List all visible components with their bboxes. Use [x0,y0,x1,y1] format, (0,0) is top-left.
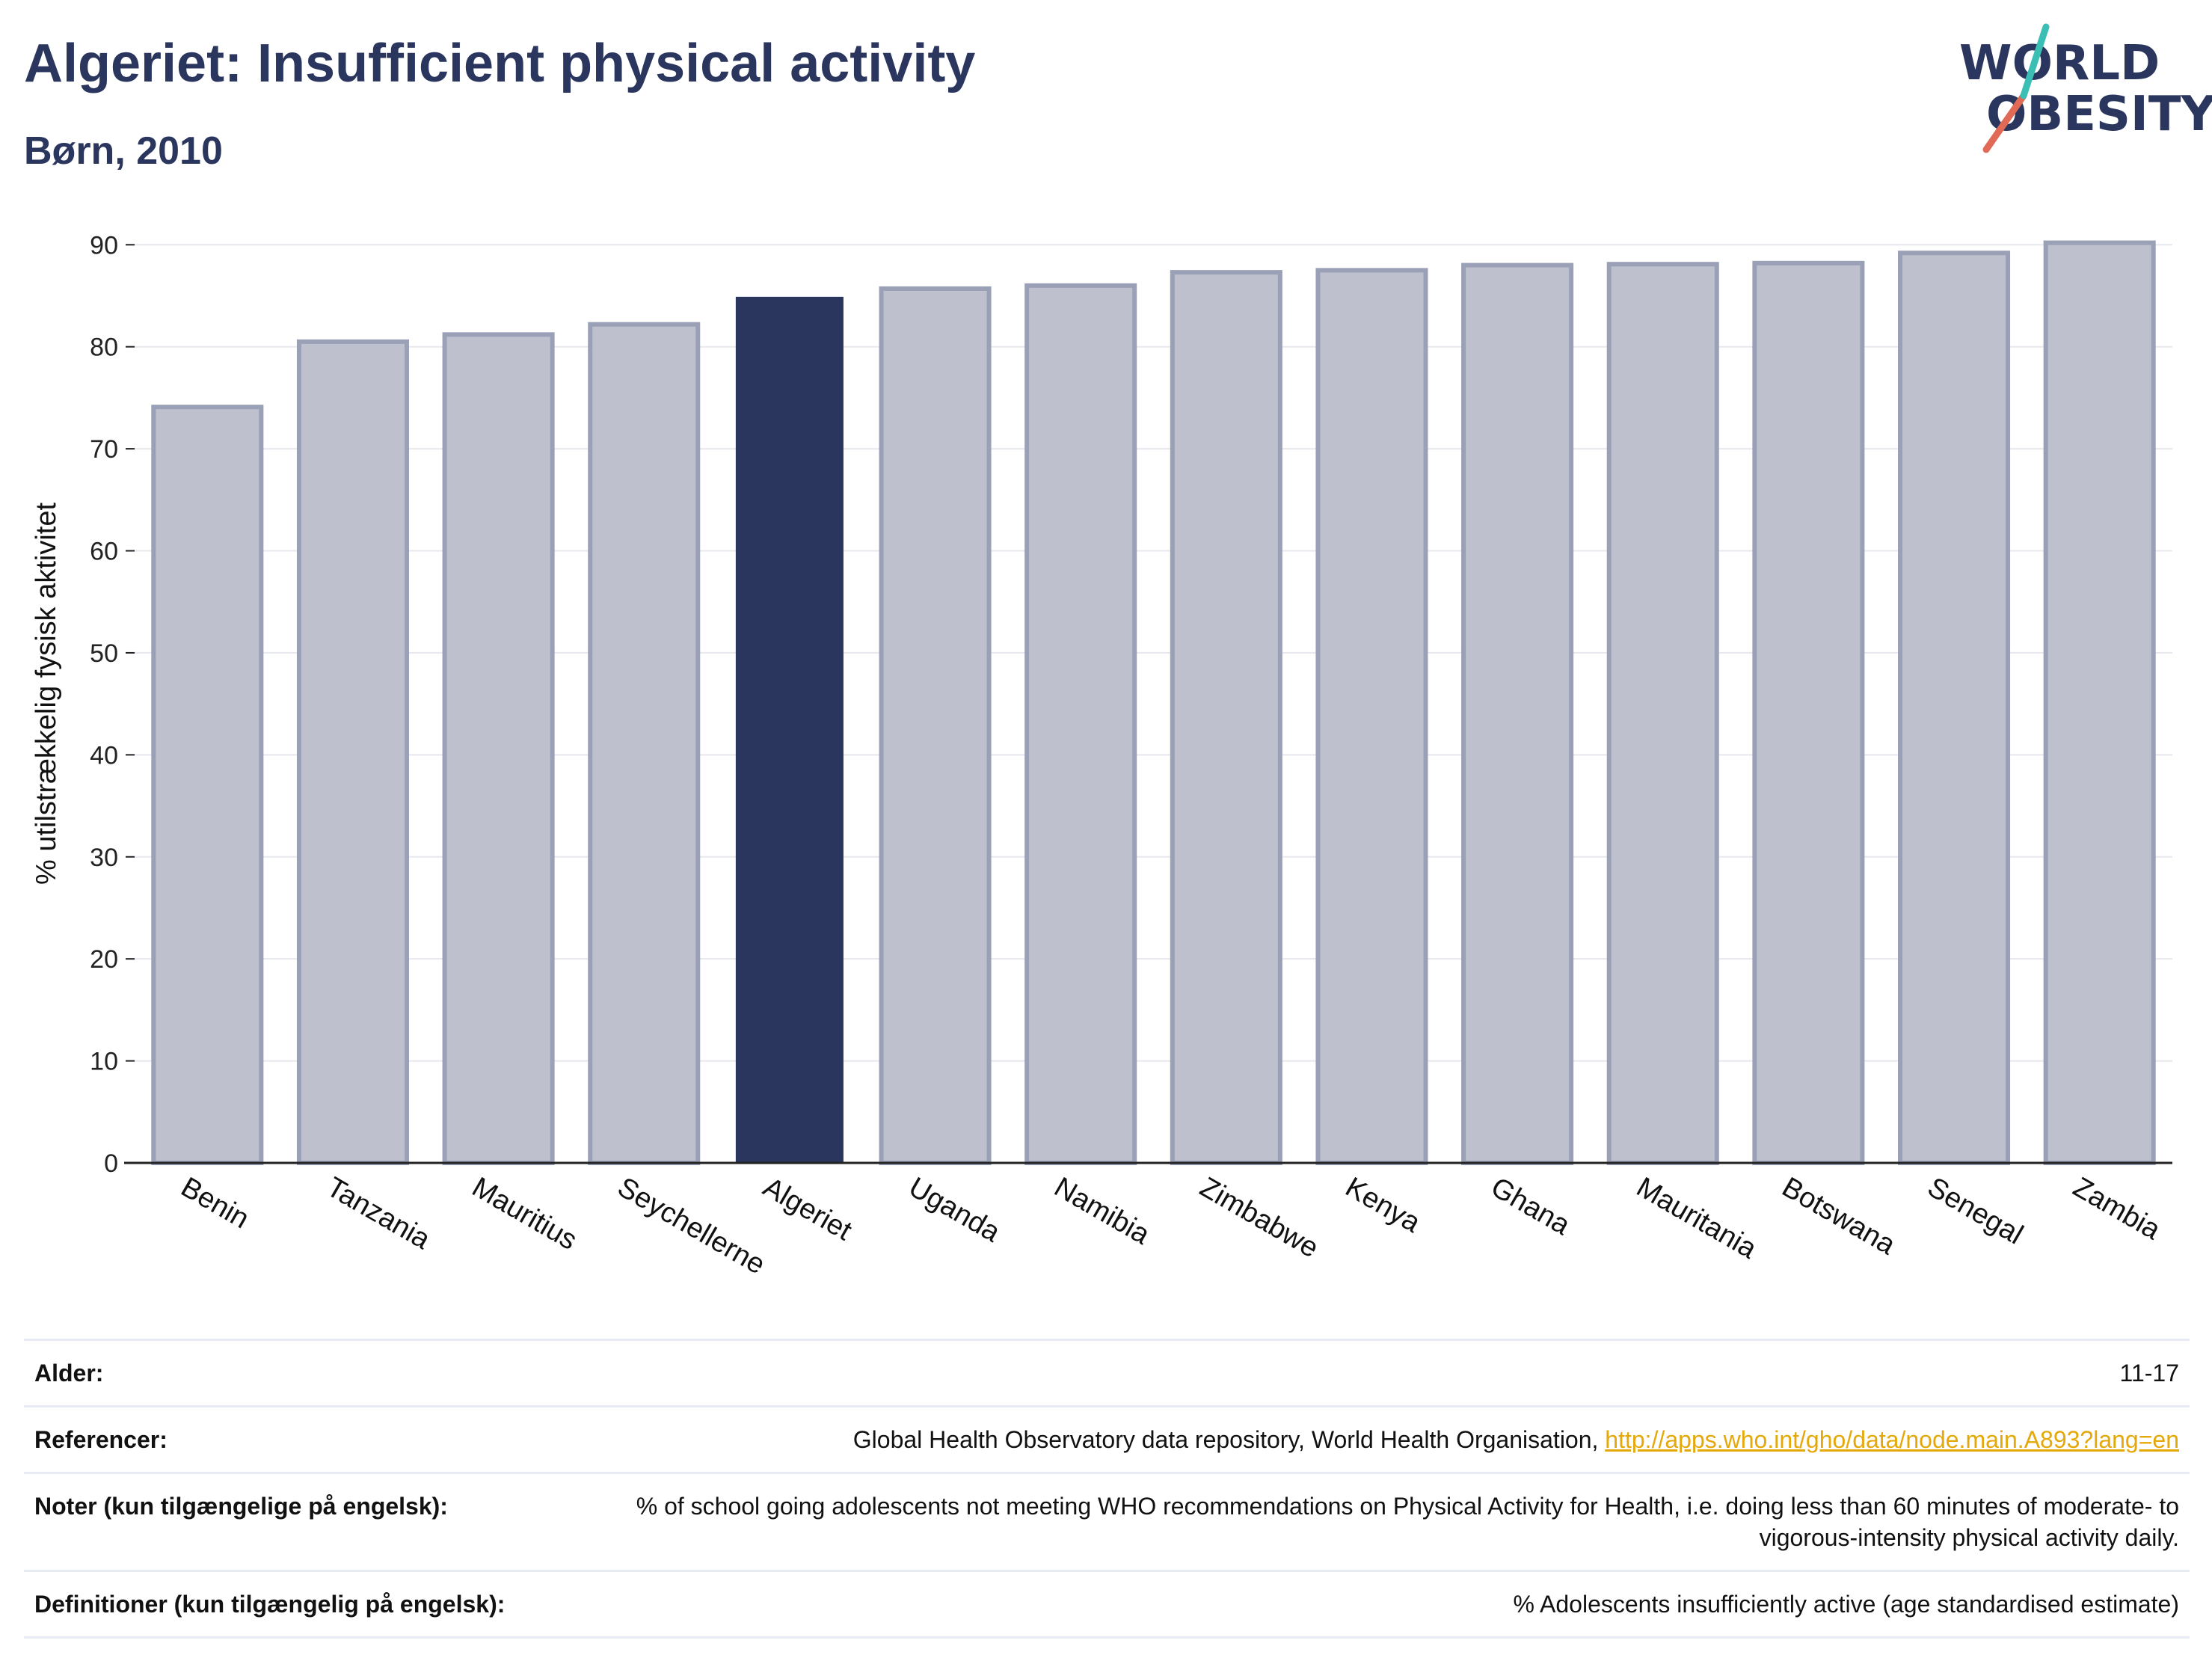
chart-title: Algeriet: Insufficient physical activity [24,34,976,93]
world-obesity-logo: WORLD OBESITY [1952,21,2212,163]
y-tick-label: 0 [104,1149,118,1178]
bar-uganda [879,286,992,1166]
x-tick-label: Zimbabwe [1194,1171,1324,1264]
meta-row-age: Alder: 11-17 [24,1339,2190,1405]
x-tick-label: Zambia [2068,1171,2166,1246]
x-tick-label: Namibia [1049,1171,1155,1250]
bar-mauritius [442,332,555,1166]
bar-namibia [1024,283,1137,1166]
bar-kenya [1315,268,1428,1166]
bar-tanzania [296,339,409,1165]
bar-zimbabwe [1170,270,1282,1165]
bar-chart: 0 10 20 30 40 50 60 70 80 90 % utilstrækkelig fysi… [31,231,2172,1281]
definitions-value: % Adolescents insufficiently active (age… [1513,1591,2179,1618]
x-tick-label: Benin [176,1171,254,1235]
x-tick-label: Ghana [1486,1171,1576,1241]
y-tick-label: 70 [90,435,118,464]
bar-algeriet [735,296,844,1163]
bar-botswana [1752,260,1865,1166]
x-tick-label: Uganda [903,1171,1006,1248]
y-tick-label: 40 [90,741,118,770]
x-tick-label: Algeriet [758,1171,857,1247]
references-link[interactable]: http://apps.who.int/gho/data/node.main.A… [1605,1426,2179,1453]
bar-seychellerne [588,322,701,1165]
notes-label: Noter (kun tilgængelige på engelsk): [34,1493,448,1520]
y-tick-label: 90 [90,231,118,260]
definitions-label: Definitioner (kun tilgængelig på engelsk… [34,1591,506,1618]
x-tick-label: Kenya [1340,1171,1426,1239]
y-tick-label: 30 [90,844,118,872]
bar-ghana [1461,262,1574,1166]
logo-slash-icon [1982,23,2050,153]
references-value: Global Health Observatory data repositor… [853,1424,2179,1455]
metadata-table: Alder: 11-17 Referencer: Global Health O… [24,1339,2190,1639]
meta-row-notes: Noter (kun tilgængelige på engelsk): % o… [24,1472,2190,1570]
bar-mauritania [1606,262,1719,1166]
x-tick-label: Mauritius [467,1171,583,1256]
y-tick-label: 10 [90,1048,118,1076]
meta-row-references: Referencer: Global Health Observatory da… [24,1405,2190,1472]
y-tick-label: 20 [90,945,118,974]
x-tick-label: Seychellerne [612,1171,770,1280]
bar-benin [151,405,264,1166]
meta-row-definitions: Definitioner (kun tilgængelig på engelsk… [24,1570,2190,1639]
y-tick-label: 50 [90,639,118,668]
x-tick-label: Botswana [1777,1171,1901,1261]
y-tick-label: 60 [90,538,118,566]
x-tick-label: Senegal [1923,1171,2029,1250]
notes-value: % of school going adolescents not meetin… [636,1493,2179,1551]
bar-senegal [1898,251,2011,1165]
references-label: Referencer: [34,1426,168,1453]
references-text: Global Health Observatory data repositor… [852,1426,1599,1453]
logo-word-world: WORLD [1959,36,2160,91]
bar-zambia [2043,240,2156,1166]
x-tick-label: Mauritania [1631,1171,1762,1265]
age-value: 11-17 [2119,1360,2179,1387]
y-axis-label: % utilstrækkelig fysisk aktivitet [31,503,62,885]
age-label: Alder: [34,1360,104,1387]
y-tick-label: 80 [90,334,118,362]
chart-subtitle: Børn, 2010 [24,129,223,173]
x-tick-label: Tanzania [321,1171,435,1256]
